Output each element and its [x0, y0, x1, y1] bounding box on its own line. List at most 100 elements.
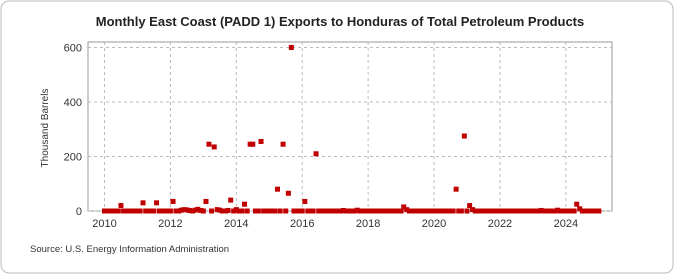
point [437, 208, 443, 214]
x-tick-label: 2020 [422, 218, 446, 230]
point [110, 208, 116, 214]
point [258, 138, 264, 144]
point [330, 208, 336, 214]
point [288, 44, 294, 50]
point [233, 207, 239, 213]
point [338, 208, 344, 214]
point [582, 208, 588, 214]
point [368, 208, 374, 214]
point [565, 208, 571, 214]
point [398, 208, 404, 214]
frame [0, 0, 674, 274]
point [154, 200, 160, 206]
point [124, 208, 130, 214]
point [184, 207, 190, 213]
point [456, 208, 462, 214]
point [134, 208, 140, 214]
point [530, 208, 536, 214]
point [173, 208, 179, 214]
point [351, 208, 357, 214]
point [461, 133, 467, 139]
point [428, 208, 434, 214]
point [442, 208, 448, 214]
point [585, 208, 591, 214]
point [544, 208, 550, 214]
point [294, 208, 300, 214]
point [475, 208, 481, 214]
point [486, 208, 492, 214]
point [392, 208, 398, 214]
point [596, 208, 602, 214]
point [189, 208, 195, 214]
point [206, 141, 212, 147]
point [555, 207, 561, 213]
point [324, 208, 330, 214]
point [305, 208, 311, 214]
point [373, 208, 379, 214]
point [187, 207, 193, 213]
point [412, 208, 418, 214]
point [137, 208, 143, 214]
point [285, 190, 291, 196]
point [365, 208, 371, 214]
point [129, 208, 135, 214]
point [483, 208, 489, 214]
point [318, 208, 324, 214]
y-tick-label: 0 [76, 206, 82, 218]
point [387, 208, 393, 214]
point [132, 208, 138, 214]
point [574, 201, 580, 207]
point [340, 207, 346, 213]
y-tick-label: 200 [64, 151, 82, 163]
point [211, 144, 217, 150]
point [107, 208, 113, 214]
source: Source: U.S. Energy Information Administ… [30, 244, 229, 255]
point [458, 208, 464, 214]
point [264, 208, 270, 214]
point [280, 141, 286, 147]
point [590, 208, 596, 214]
point [291, 208, 297, 214]
point [472, 208, 478, 214]
point [181, 207, 187, 213]
point [316, 208, 322, 214]
point [480, 208, 486, 214]
point [198, 207, 204, 213]
y-tick-label: 600 [64, 42, 82, 54]
point [448, 208, 454, 214]
point [170, 198, 176, 204]
point [538, 207, 544, 213]
point [200, 208, 206, 214]
point [409, 208, 415, 214]
point [145, 208, 151, 214]
point [439, 208, 445, 214]
point [269, 208, 275, 214]
point [379, 208, 385, 214]
point [178, 207, 184, 213]
point [577, 206, 583, 212]
point [162, 208, 168, 214]
y-axis-label: Thousand Barrels [40, 89, 51, 168]
point [415, 208, 421, 214]
point [250, 141, 256, 147]
point [349, 208, 355, 214]
point [404, 207, 410, 213]
point [112, 208, 118, 214]
point [126, 208, 132, 214]
point [115, 208, 121, 214]
point [302, 198, 308, 204]
point [425, 208, 431, 214]
point [401, 204, 407, 210]
point [310, 208, 316, 214]
point [332, 208, 338, 214]
point [151, 208, 157, 214]
point [546, 208, 552, 214]
point [283, 208, 289, 214]
point [209, 208, 215, 214]
point [516, 208, 522, 214]
point [511, 208, 517, 214]
point [313, 151, 319, 157]
point [346, 208, 352, 214]
x-tick-label: 2024 [554, 218, 578, 230]
point [118, 203, 124, 209]
